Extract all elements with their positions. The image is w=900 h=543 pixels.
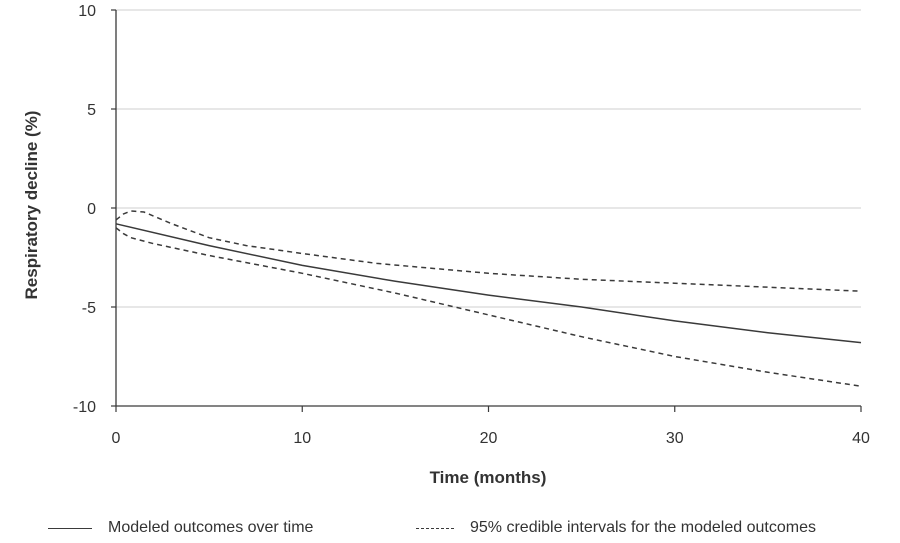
legend-label-modeled: Modeled outcomes over time — [108, 519, 314, 536]
x-tick-label-30: 30 — [666, 430, 684, 447]
y-tick-label--5: -5 — [82, 300, 96, 317]
y-axis-title: Respiratory decline (%) — [22, 111, 41, 300]
grid-lines — [116, 9, 861, 308]
series-lines — [115, 210, 862, 387]
y-tick-label-5: 5 — [87, 102, 96, 119]
y-tick-label-0: 0 — [87, 201, 96, 218]
tick-labels: 10 5 0 -5 -10 0 10 20 30 40 — [73, 3, 870, 447]
legend-dashed-swatch — [416, 527, 454, 529]
x-tick-label-0: 0 — [112, 430, 121, 447]
y-tick-label-10: 10 — [78, 3, 96, 20]
series-credible-interval-1 — [115, 210, 862, 292]
y-tick-label--10: -10 — [73, 399, 96, 416]
x-axis-title: Time (months) — [430, 468, 547, 487]
axes — [111, 9, 862, 412]
legend-item-credible-intervals: 95% credible intervals for the modeled o… — [416, 519, 816, 537]
legend-solid-swatch — [48, 527, 92, 529]
x-tick-label-20: 20 — [480, 430, 498, 447]
legend-label-credible-intervals: 95% credible intervals for the modeled o… — [470, 519, 816, 536]
legend: Modeled outcomes over time 95% credible … — [48, 519, 898, 541]
x-tick-label-10: 10 — [293, 430, 311, 447]
line-chart: 10 5 0 -5 -10 0 10 20 30 40 Time (months) Respira… — [22, 3, 870, 487]
legend-item-modeled: Modeled outcomes over time — [48, 519, 313, 537]
series-modeled-outcomes — [115, 223, 862, 344]
x-tick-label-40: 40 — [852, 430, 870, 447]
